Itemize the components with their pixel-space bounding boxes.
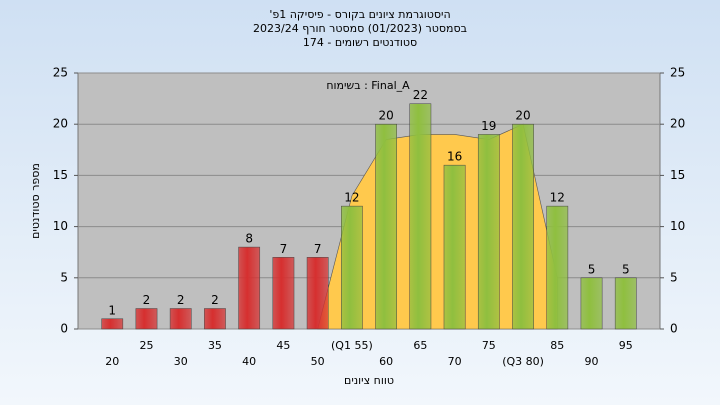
x-tick-label: 70 — [448, 355, 462, 368]
data-label: 7 — [314, 242, 322, 256]
bar — [375, 123, 397, 330]
data-label: 12 — [550, 191, 565, 205]
bar — [580, 277, 603, 330]
y-tick-label: 20 — [53, 117, 68, 131]
y2-tick-label: 20 — [670, 117, 685, 131]
bar — [477, 134, 500, 330]
bar — [238, 246, 261, 330]
x-tick-label: 35 — [208, 339, 222, 352]
x-axis-label: טווח ציונים — [344, 374, 394, 387]
data-label: 20 — [378, 109, 393, 123]
bar — [443, 164, 466, 330]
data-label: 22 — [413, 88, 428, 102]
y2-tick-label: 5 — [670, 270, 678, 284]
y-tick-label: 5 — [60, 270, 68, 284]
bar — [101, 318, 124, 330]
y-axis-label: מספר סטודנטים — [29, 163, 42, 239]
title-line: בסמסטר (01/2023) סמסטר חורף 2023/24 — [253, 22, 467, 35]
title-line: היסטוגרמת ציונים בקורס - פיסיקה 1פ' — [269, 8, 450, 21]
x-tick-label: 65 — [413, 339, 427, 352]
data-label: 7 — [280, 242, 288, 256]
bar — [306, 257, 329, 330]
data-label: 2 — [143, 293, 151, 307]
bar — [272, 257, 295, 330]
data-label: 19 — [481, 119, 496, 133]
data-label: 1 — [108, 303, 116, 317]
y-tick-label: 15 — [53, 168, 68, 182]
y2-tick-label: 15 — [670, 168, 685, 182]
x-tick-label: 20 — [105, 355, 119, 368]
bar — [204, 308, 226, 330]
bar — [341, 205, 363, 330]
data-label: 5 — [588, 262, 596, 276]
annotation: Final_A : בשימוח — [326, 79, 410, 92]
bar — [169, 308, 192, 330]
data-label: 5 — [622, 262, 630, 276]
y2-tick-label: 25 — [670, 66, 685, 80]
y2-tick-label: 0 — [670, 322, 678, 336]
x-tick-label: 45 — [276, 339, 290, 352]
data-label: 16 — [447, 150, 462, 164]
data-label: 2 — [177, 293, 185, 307]
x-tick-label: (Q1 55) — [331, 339, 373, 352]
x-tick-label: 85 — [550, 339, 564, 352]
data-label: 8 — [245, 232, 253, 246]
x-tick-label: 40 — [242, 355, 256, 368]
x-tick-label: 90 — [585, 355, 599, 368]
x-tick-label: 25 — [139, 339, 153, 352]
bar — [614, 277, 637, 330]
x-tick-label: 75 — [482, 339, 496, 352]
data-label: 12 — [344, 191, 359, 205]
bar — [409, 103, 432, 330]
y-tick-label: 25 — [53, 66, 68, 80]
x-tick-label: 60 — [379, 355, 393, 368]
title-line: סטודנטים רשומים - 174 — [303, 36, 417, 49]
x-tick-label: 50 — [311, 355, 325, 368]
data-label: 20 — [515, 109, 530, 123]
data-label: 2 — [211, 293, 219, 307]
bar — [546, 205, 569, 330]
x-tick-label: 95 — [619, 339, 633, 352]
bar — [512, 123, 534, 330]
y-tick-label: 10 — [53, 219, 68, 233]
y2-tick-label: 10 — [670, 219, 685, 233]
x-tick-label: (Q3 80) — [502, 355, 544, 368]
y-tick-label: 0 — [60, 322, 68, 336]
bar — [135, 308, 158, 330]
x-tick-label: 30 — [174, 355, 188, 368]
